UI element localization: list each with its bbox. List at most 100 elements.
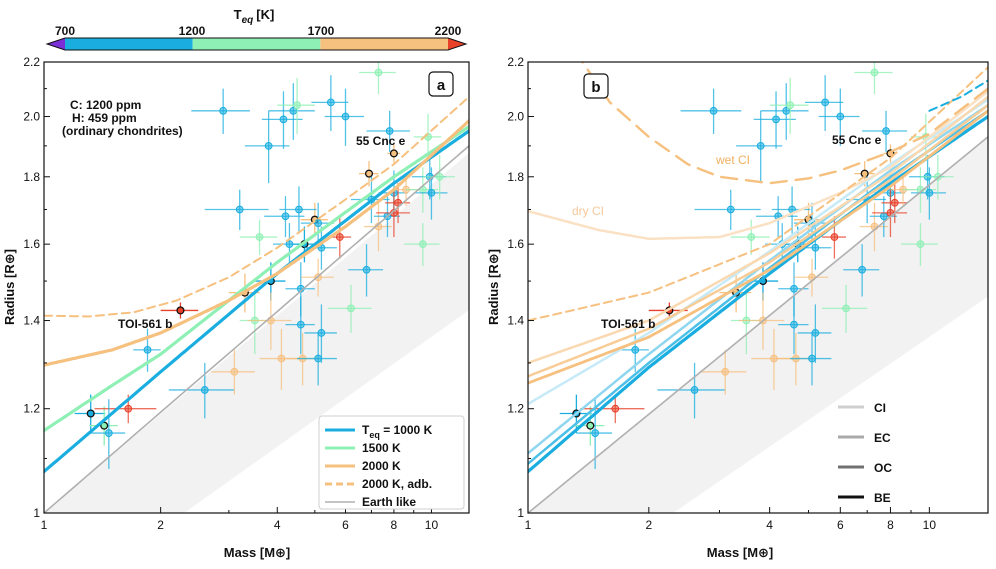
x-tick-label: 1	[41, 518, 48, 532]
legend-b-label: BE	[874, 491, 891, 505]
label-dry-ci: dry CI	[572, 204, 604, 218]
planet-point	[311, 75, 349, 131]
y-tick-label: 2.2	[23, 55, 40, 69]
planet-marker	[143, 345, 152, 354]
legend-a-label: 1500 K	[362, 441, 401, 455]
planet-marker	[836, 112, 845, 121]
planet-point	[279, 186, 317, 234]
planet-marker	[925, 188, 934, 197]
planet-marker	[591, 429, 600, 437]
planet-marker	[631, 345, 640, 354]
planet-point	[244, 110, 290, 184]
panel-b-legend: CI EC OC BE	[838, 401, 892, 505]
panel-a-label-55cnce: 55 Cnc e	[356, 134, 406, 148]
planet-marker	[830, 233, 839, 241]
y-tick-label: 1.2	[23, 402, 40, 416]
planet-point	[910, 167, 946, 220]
planet-marker	[858, 265, 867, 274]
planet-marker	[882, 127, 890, 135]
planet-point	[239, 219, 278, 255]
planet-marker	[385, 127, 394, 135]
x-tick-label: 1	[525, 518, 532, 532]
planet-marker	[747, 233, 756, 241]
composition-note-h: H: 459 ppm	[72, 111, 137, 125]
planet-marker	[879, 212, 888, 221]
planet-marker	[314, 219, 323, 227]
planet-point	[404, 223, 440, 267]
panel-b-xlabel: Mass [M⊕]	[707, 545, 774, 560]
panel-a-tag: a	[437, 77, 446, 94]
planet-point	[821, 284, 868, 333]
x-tick-label: 10	[425, 518, 439, 532]
planet-marker	[721, 367, 730, 376]
planet-point	[843, 244, 880, 297]
legend-a-box	[318, 415, 465, 510]
planet-point	[268, 83, 315, 140]
colorbar-extend-low	[47, 38, 65, 50]
panel-a: 1 2 4 6 8 10 1 1.2 1.4 1.6 1.8 2.0 2.2 Mass [M⊕] Rad…	[2, 55, 470, 560]
planet-marker	[389, 149, 398, 158]
planet-marker	[786, 101, 795, 110]
planet-point	[580, 394, 645, 424]
planet-marker	[335, 233, 344, 241]
model-curve-dry-ci	[528, 90, 988, 241]
legend-b-label: CI	[874, 401, 886, 415]
y-tick-label: 2.0	[507, 110, 524, 124]
colorbar-outline	[45, 37, 468, 51]
planet-marker	[200, 386, 209, 394]
planet-point	[211, 349, 255, 395]
composition-note-source: (ordinary chondrites)	[62, 124, 183, 138]
planet-point	[160, 302, 199, 319]
x-tick-label: 2	[645, 518, 652, 532]
planet-point	[304, 304, 337, 363]
planet-marker	[362, 265, 371, 274]
planet-point	[90, 399, 126, 469]
planet-marker	[235, 205, 244, 214]
panel-a-tag-box	[428, 71, 454, 97]
model-curve-2000-k-oc	[528, 103, 988, 378]
planet-point	[327, 284, 372, 333]
planet-marker	[86, 409, 95, 418]
planet-marker	[756, 141, 765, 150]
y-tick-label: 1.6	[23, 237, 40, 251]
planet-marker	[314, 354, 323, 363]
y-tick-label: 1	[33, 506, 40, 520]
colorbar-tick-2200: 2200	[435, 24, 462, 38]
panel-a-frame	[43, 61, 470, 514]
y-tick-label: 2.2	[507, 55, 524, 69]
planet-point	[797, 304, 832, 363]
planet-marker	[435, 172, 444, 181]
planet-marker	[230, 367, 239, 376]
planet-point	[191, 88, 250, 134]
planet-marker	[808, 354, 816, 363]
y-tick-label: 1.2	[507, 402, 524, 416]
colorbar-segment-0	[65, 38, 193, 50]
planet-point	[778, 296, 809, 355]
planet-marker	[870, 68, 879, 77]
planet-point	[657, 362, 726, 419]
planet-point	[324, 88, 365, 146]
planet-point	[680, 88, 742, 134]
model-curve-2000-k	[44, 119, 469, 367]
planet-point	[358, 161, 379, 187]
legend-a-label: 2000 K, adb.	[362, 477, 432, 491]
planet-marker	[347, 304, 355, 313]
planet-marker	[281, 212, 290, 221]
planet-point	[297, 332, 337, 386]
planet-marker	[690, 386, 699, 394]
panel-b-tag: b	[591, 79, 600, 96]
x-tick-label: 2	[157, 518, 164, 532]
y-tick-label: 2.0	[23, 110, 40, 124]
planet-point	[736, 110, 783, 184]
planet-marker	[264, 141, 273, 150]
planet-marker	[296, 320, 305, 329]
x-tick-label: 8	[391, 518, 398, 532]
panel-b-ylabel: Radius [R⊕]	[486, 249, 501, 325]
model-curve-2000-k-adb-	[44, 95, 469, 318]
planet-marker	[842, 304, 850, 313]
planet-point	[901, 223, 938, 267]
planet-point	[285, 296, 315, 355]
planet-marker	[100, 421, 109, 430]
